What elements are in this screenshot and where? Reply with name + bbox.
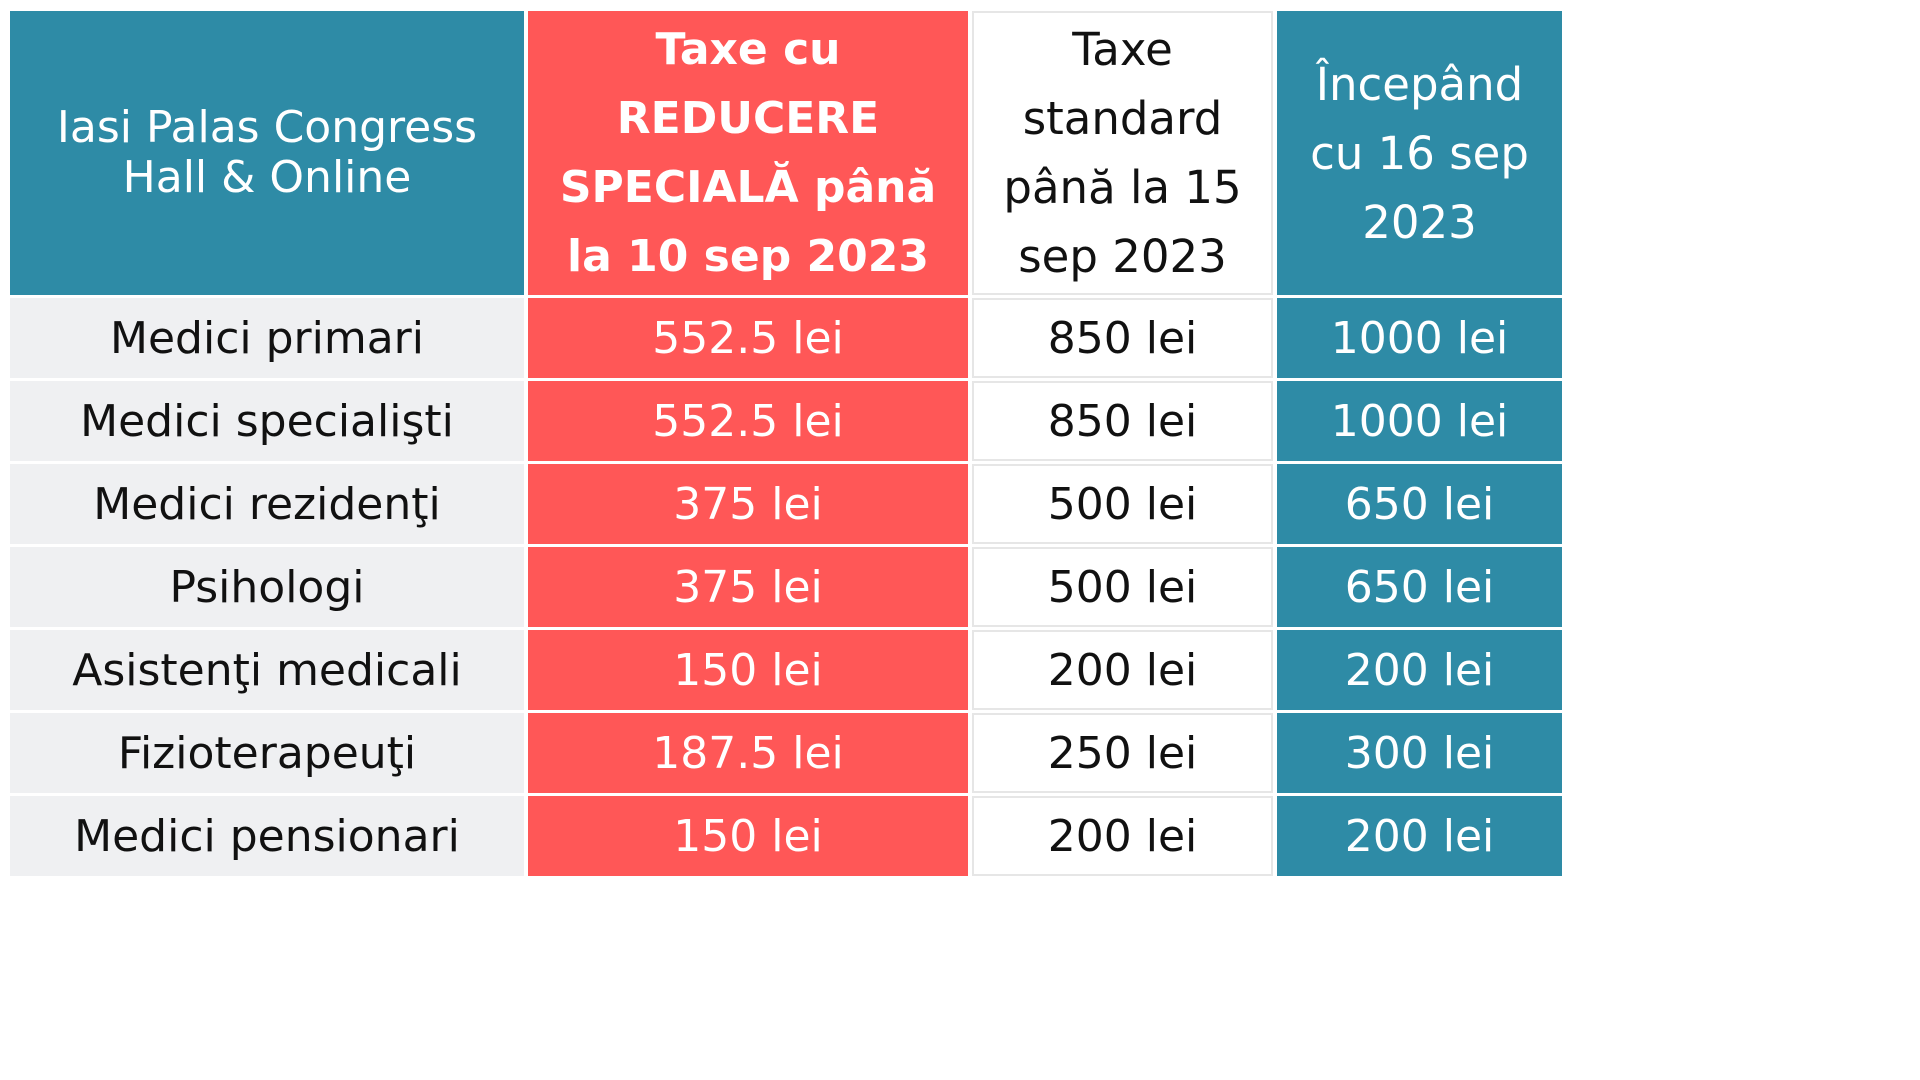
header-line: Taxe bbox=[1072, 23, 1173, 76]
special-fee-cell: 375 lei bbox=[528, 547, 968, 627]
late-fee-cell: 650 lei bbox=[1277, 464, 1562, 544]
header-line: SPECIALĂ până bbox=[559, 162, 937, 213]
header-line: REDUCERE bbox=[616, 93, 880, 144]
header-line: sep 2023 bbox=[1018, 230, 1227, 283]
header-line: 2023 bbox=[1362, 195, 1477, 249]
category-cell: Medici primari bbox=[10, 298, 524, 378]
header-standard: Taxe standard până la 15 sep 2023 bbox=[972, 11, 1273, 295]
standard-fee-cell: 850 lei bbox=[972, 298, 1273, 378]
special-fee-cell: 375 lei bbox=[528, 464, 968, 544]
late-fee-cell: 200 lei bbox=[1277, 796, 1562, 876]
category-cell: Medici rezidenţi bbox=[10, 464, 524, 544]
table-row: Psihologi 375 lei 500 lei 650 lei bbox=[10, 547, 1562, 627]
special-fee-cell: 552.5 lei bbox=[528, 381, 968, 461]
late-fee-cell: 1000 lei bbox=[1277, 298, 1562, 378]
special-fee-cell: 150 lei bbox=[528, 796, 968, 876]
category-cell: Asistenţi medicali bbox=[10, 630, 524, 710]
table-row: Medici primari 552.5 lei 850 lei 1000 lei bbox=[10, 298, 1562, 378]
header-line: până la 15 bbox=[1003, 161, 1242, 214]
standard-fee-cell: 250 lei bbox=[972, 713, 1273, 793]
header-line: la 10 sep 2023 bbox=[567, 231, 929, 282]
header-row: Iasi Palas Congress Hall & Online Taxe c… bbox=[10, 11, 1562, 295]
special-fee-cell: 552.5 lei bbox=[528, 298, 968, 378]
table-row: Medici pensionari 150 lei 200 lei 200 lei bbox=[10, 796, 1562, 876]
table-row: Fizioterapeuţi 187.5 lei 250 lei 300 lei bbox=[10, 713, 1562, 793]
category-cell: Medici pensionari bbox=[10, 796, 524, 876]
header-line: Taxe cu bbox=[655, 24, 841, 75]
header-venue: Iasi Palas Congress Hall & Online bbox=[10, 11, 524, 295]
late-fee-cell: 200 lei bbox=[1277, 630, 1562, 710]
standard-fee-cell: 200 lei bbox=[972, 630, 1273, 710]
fees-table: Iasi Palas Congress Hall & Online Taxe c… bbox=[6, 8, 1566, 879]
standard-fee-cell: 500 lei bbox=[972, 464, 1273, 544]
standard-fee-cell: 200 lei bbox=[972, 796, 1273, 876]
table-row: Medici specialişti 552.5 lei 850 lei 1000 l… bbox=[10, 381, 1562, 461]
special-fee-cell: 187.5 lei bbox=[528, 713, 968, 793]
late-fee-cell: 300 lei bbox=[1277, 713, 1562, 793]
standard-fee-cell: 500 lei bbox=[972, 547, 1273, 627]
header-line: cu 16 sep bbox=[1310, 126, 1529, 180]
late-fee-cell: 1000 lei bbox=[1277, 381, 1562, 461]
header-line: Începând bbox=[1315, 57, 1524, 111]
category-cell: Medici specialişti bbox=[10, 381, 524, 461]
header-venue-line: Iasi Palas Congress bbox=[56, 102, 478, 153]
category-cell: Psihologi bbox=[10, 547, 524, 627]
header-line: standard bbox=[1022, 92, 1223, 145]
late-fee-cell: 650 lei bbox=[1277, 547, 1562, 627]
header-venue-line: Hall & Online bbox=[122, 152, 412, 203]
header-late: Începând cu 16 sep 2023 bbox=[1277, 11, 1562, 295]
category-cell: Fizioterapeuţi bbox=[10, 713, 524, 793]
table-row: Asistenţi medicali 150 lei 200 lei 200 lei bbox=[10, 630, 1562, 710]
special-fee-cell: 150 lei bbox=[528, 630, 968, 710]
header-special-discount: Taxe cu REDUCERE SPECIALĂ până la 10 sep… bbox=[528, 11, 968, 295]
table-row: Medici rezidenţi 375 lei 500 lei 650 lei bbox=[10, 464, 1562, 544]
standard-fee-cell: 850 lei bbox=[972, 381, 1273, 461]
